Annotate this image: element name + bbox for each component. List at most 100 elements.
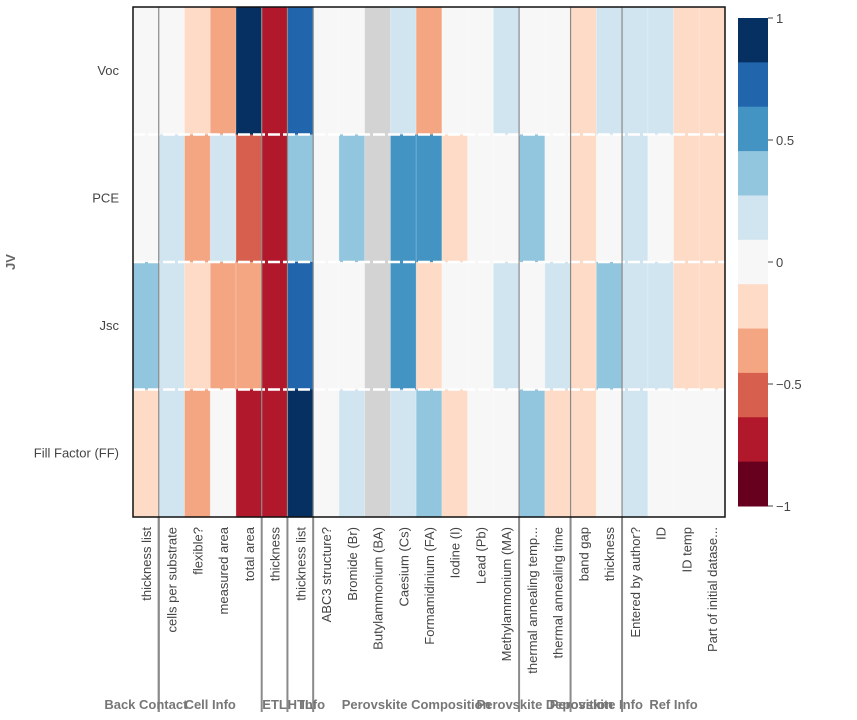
heatmap-cell: Fill Factor (FF) / band gap: -0.15	[570, 389, 597, 518]
heatmap-cell: Fill Factor (FF) / Entered by author?: 0…	[622, 389, 649, 518]
heatmap-cell: Fill Factor (FF) / ID: 0	[647, 389, 675, 518]
heatmap-cell: Jsc / Formamidinium (FA): -0.15	[416, 262, 443, 391]
colorbar-segment	[738, 417, 768, 463]
heatmap-cell: Fill Factor (FF) / Iodine (I): -0.15	[441, 389, 469, 518]
x-tick-label: Part of initial datase...	[705, 527, 720, 652]
x-tick-label: measured area	[216, 526, 231, 614]
colorbar-tick-label: −1	[776, 499, 791, 514]
heatmap-cell: Jsc / Bromide (Br): 0	[338, 262, 366, 391]
heatmap-cell: Jsc / Entered by author?: 0.1	[622, 262, 649, 391]
heatmap-cell: Jsc / flexible?: -0.15	[184, 262, 211, 391]
heatmap-cell: Jsc / Lead (Pb): 0	[467, 262, 494, 391]
heatmap-cell: PCE / thickness list: 0	[133, 134, 160, 263]
group-label: Ref Info	[649, 697, 697, 712]
colorbar-segment	[738, 461, 768, 507]
heatmap-cell: Voc / total area: 1	[235, 7, 263, 136]
heatmap-cell: PCE / Butylammonium (BA): NaN	[364, 134, 391, 263]
heatmap-cell: Voc / ID temp: -0.15	[673, 7, 700, 136]
heatmap-cell: Fill Factor (FF) / thickness list: 1	[287, 389, 314, 518]
heatmap-cell: PCE / ABC3 structure?: 0	[313, 134, 340, 263]
heatmap-cell: Voc / flexible?: -0.15	[184, 7, 211, 136]
heatmap-cell: Fill Factor (FF) / Formamidinium (FA): 0…	[416, 389, 443, 518]
heatmap-cell: Fill Factor (FF) / total area: -0.8	[235, 389, 263, 518]
heatmap-cell: PCE / Lead (Pb): 0	[467, 134, 494, 263]
x-tick-label: thermal annealing temp...	[525, 527, 540, 674]
heatmap-cell: Voc / Caesium (Cs): 0.1	[390, 7, 417, 136]
colorbar-segment	[738, 106, 768, 152]
heatmap-cell: Fill Factor (FF) / flexible?: -0.35	[184, 389, 211, 518]
heatmap-cell: PCE / Part of initial datase...: -0.15	[699, 134, 726, 263]
heatmap-cell: PCE / thermal annealing time: 0	[544, 134, 572, 263]
colorbar-tick-label: 0.5	[776, 133, 794, 148]
colorbar-tick-label: 1	[776, 11, 783, 26]
heatmap-cell: Voc / Iodine (I): 0	[441, 7, 469, 136]
x-tick-label: flexible?	[190, 527, 205, 575]
x-tick-label: thickness list	[139, 527, 154, 601]
group-label: Perovskite Info	[550, 697, 643, 712]
heatmap-cell: PCE / total area: -0.55	[235, 134, 263, 263]
heatmap-cell: Fill Factor (FF) / Methylammonium (MA): …	[493, 389, 520, 518]
x-tick-label: Lead (Pb)	[473, 527, 488, 584]
y-axis-title: JV	[3, 254, 18, 270]
heatmap-cell: PCE / thermal annealing temp...: 0.3	[519, 134, 546, 263]
heatmap-cell: Fill Factor (FF) / cells per substrate: …	[158, 389, 186, 518]
heatmap-cell: PCE / Caesium (Cs): 0.5	[390, 134, 417, 263]
group-label: HTL	[288, 697, 313, 712]
colorbar-segment	[738, 151, 768, 196]
heatmap-cell: Fill Factor (FF) / Lead (Pb): 0	[467, 389, 494, 518]
heatmap-cell: Voc / Bromide (Br): 0	[338, 7, 366, 136]
heatmap-cell: PCE / thickness: 0	[596, 134, 623, 263]
heatmap-cell: PCE / Methylammonium (MA): 0	[493, 134, 520, 263]
heatmap-cell: PCE / Formamidinium (FA): 0.5	[416, 134, 443, 263]
x-tick-label: Entered by author?	[628, 527, 643, 638]
heatmap-cells: Voc / thickness list: 0Voc / cells per s…	[133, 7, 726, 518]
heatmap-cell: Jsc / ID: 0.1	[647, 262, 675, 391]
heatmap-cell: Voc / ABC3 structure?: 0	[313, 7, 340, 136]
heatmap-cell: Voc / Butylammonium (BA): NaN	[364, 7, 391, 136]
colorbar-segment	[738, 18, 768, 63]
x-tick-label: Bromide (Br)	[345, 527, 360, 601]
heatmap-cell: Voc / Part of initial datase...: -0.15	[699, 7, 726, 136]
heatmap-cell: Voc / band gap: -0.15	[570, 7, 597, 136]
heatmap-cell: Fill Factor (FF) / measured area: 0	[210, 389, 237, 518]
heatmap-cell: Voc / measured area: -0.35	[210, 7, 237, 136]
x-tick-label: Formamidinium (FA)	[422, 527, 437, 645]
y-tick-label: PCE	[92, 190, 119, 205]
x-tick-label: Butylammonium (BA)	[371, 527, 386, 650]
x-tick-label: Caesium (Cs)	[396, 527, 411, 606]
heatmap-cell: Fill Factor (FF) / Caesium (Cs): 0.1	[390, 389, 417, 518]
heatmap-cell: Jsc / Caesium (Cs): 0.5	[390, 262, 417, 391]
heatmap-cell: Jsc / Part of initial datase...: -0.15	[699, 262, 726, 391]
heatmap-cell: Fill Factor (FF) / ABC3 structure?: 0	[313, 389, 340, 518]
colorbar-segment	[738, 195, 768, 241]
heatmap-cell: Jsc / Methylammonium (MA): 0.1	[493, 262, 520, 391]
group-label: Info	[301, 697, 325, 712]
heatmap-cell: Jsc / thickness: 0.3	[596, 262, 623, 391]
heatmap-cell: Jsc / cells per substrate: 0.1	[158, 262, 186, 391]
heatmap-cell: Jsc / Iodine (I): 0	[441, 262, 469, 391]
heatmap-cell: PCE / thickness list: 0.3	[287, 134, 314, 263]
group-label: Cell Info	[185, 697, 236, 712]
heatmap-cell: PCE / Bromide (Br): 0.3	[338, 134, 366, 263]
colorbar-segment	[738, 284, 768, 330]
heatmap-cell: Jsc / thermal annealing temp...: 0	[519, 262, 546, 391]
group-label: Perovskite Deposition	[477, 697, 614, 712]
colorbar-segment	[738, 328, 768, 374]
heatmap-cell: PCE / Entered by author?: 0.1	[622, 134, 649, 263]
heatmap-cell: Voc / Entered by author?: 0.1	[622, 7, 649, 136]
colorbar-segment	[738, 62, 768, 108]
y-tick-label: Jsc	[100, 318, 120, 333]
x-tick-label: thickness	[268, 527, 283, 582]
heatmap-cell: PCE / measured area: 0.1	[210, 134, 237, 263]
heatmap-cell: Jsc / ABC3 structure?: 0	[313, 262, 340, 391]
heatmap-cell: Fill Factor (FF) / thermal annealing tem…	[519, 389, 546, 518]
heatmap-cell: Fill Factor (FF) / ID temp: 0	[673, 389, 700, 518]
group-label: Perovskite Composition	[342, 697, 491, 712]
heatmap-cell: PCE / band gap: -0.15	[570, 134, 597, 263]
x-tick-label: ID	[654, 527, 669, 540]
heatmap-cell: Jsc / thickness: -0.8	[261, 262, 289, 391]
heatmap-cell: Jsc / ID temp: -0.15	[673, 262, 700, 391]
y-tick-label: Fill Factor (FF)	[34, 445, 119, 460]
